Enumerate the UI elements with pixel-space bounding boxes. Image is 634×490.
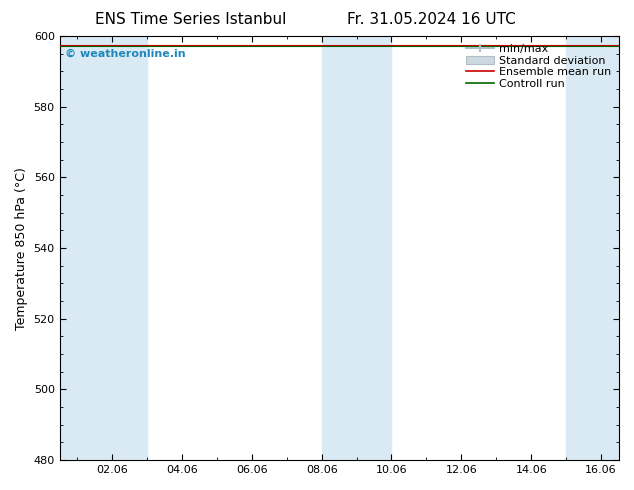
Y-axis label: Temperature 850 hPa (°C): Temperature 850 hPa (°C) bbox=[15, 167, 28, 330]
Text: ENS Time Series Istanbul: ENS Time Series Istanbul bbox=[94, 12, 286, 27]
Bar bbox=[321, 36, 356, 460]
Bar bbox=[356, 36, 392, 460]
Bar bbox=[77, 36, 147, 460]
Text: Fr. 31.05.2024 16 UTC: Fr. 31.05.2024 16 UTC bbox=[347, 12, 515, 27]
Legend: min/max, Standard deviation, Ensemble mean run, Controll run: min/max, Standard deviation, Ensemble me… bbox=[464, 42, 613, 91]
Text: © weatheronline.in: © weatheronline.in bbox=[65, 49, 186, 59]
Bar bbox=[60, 36, 77, 460]
Bar bbox=[566, 36, 619, 460]
